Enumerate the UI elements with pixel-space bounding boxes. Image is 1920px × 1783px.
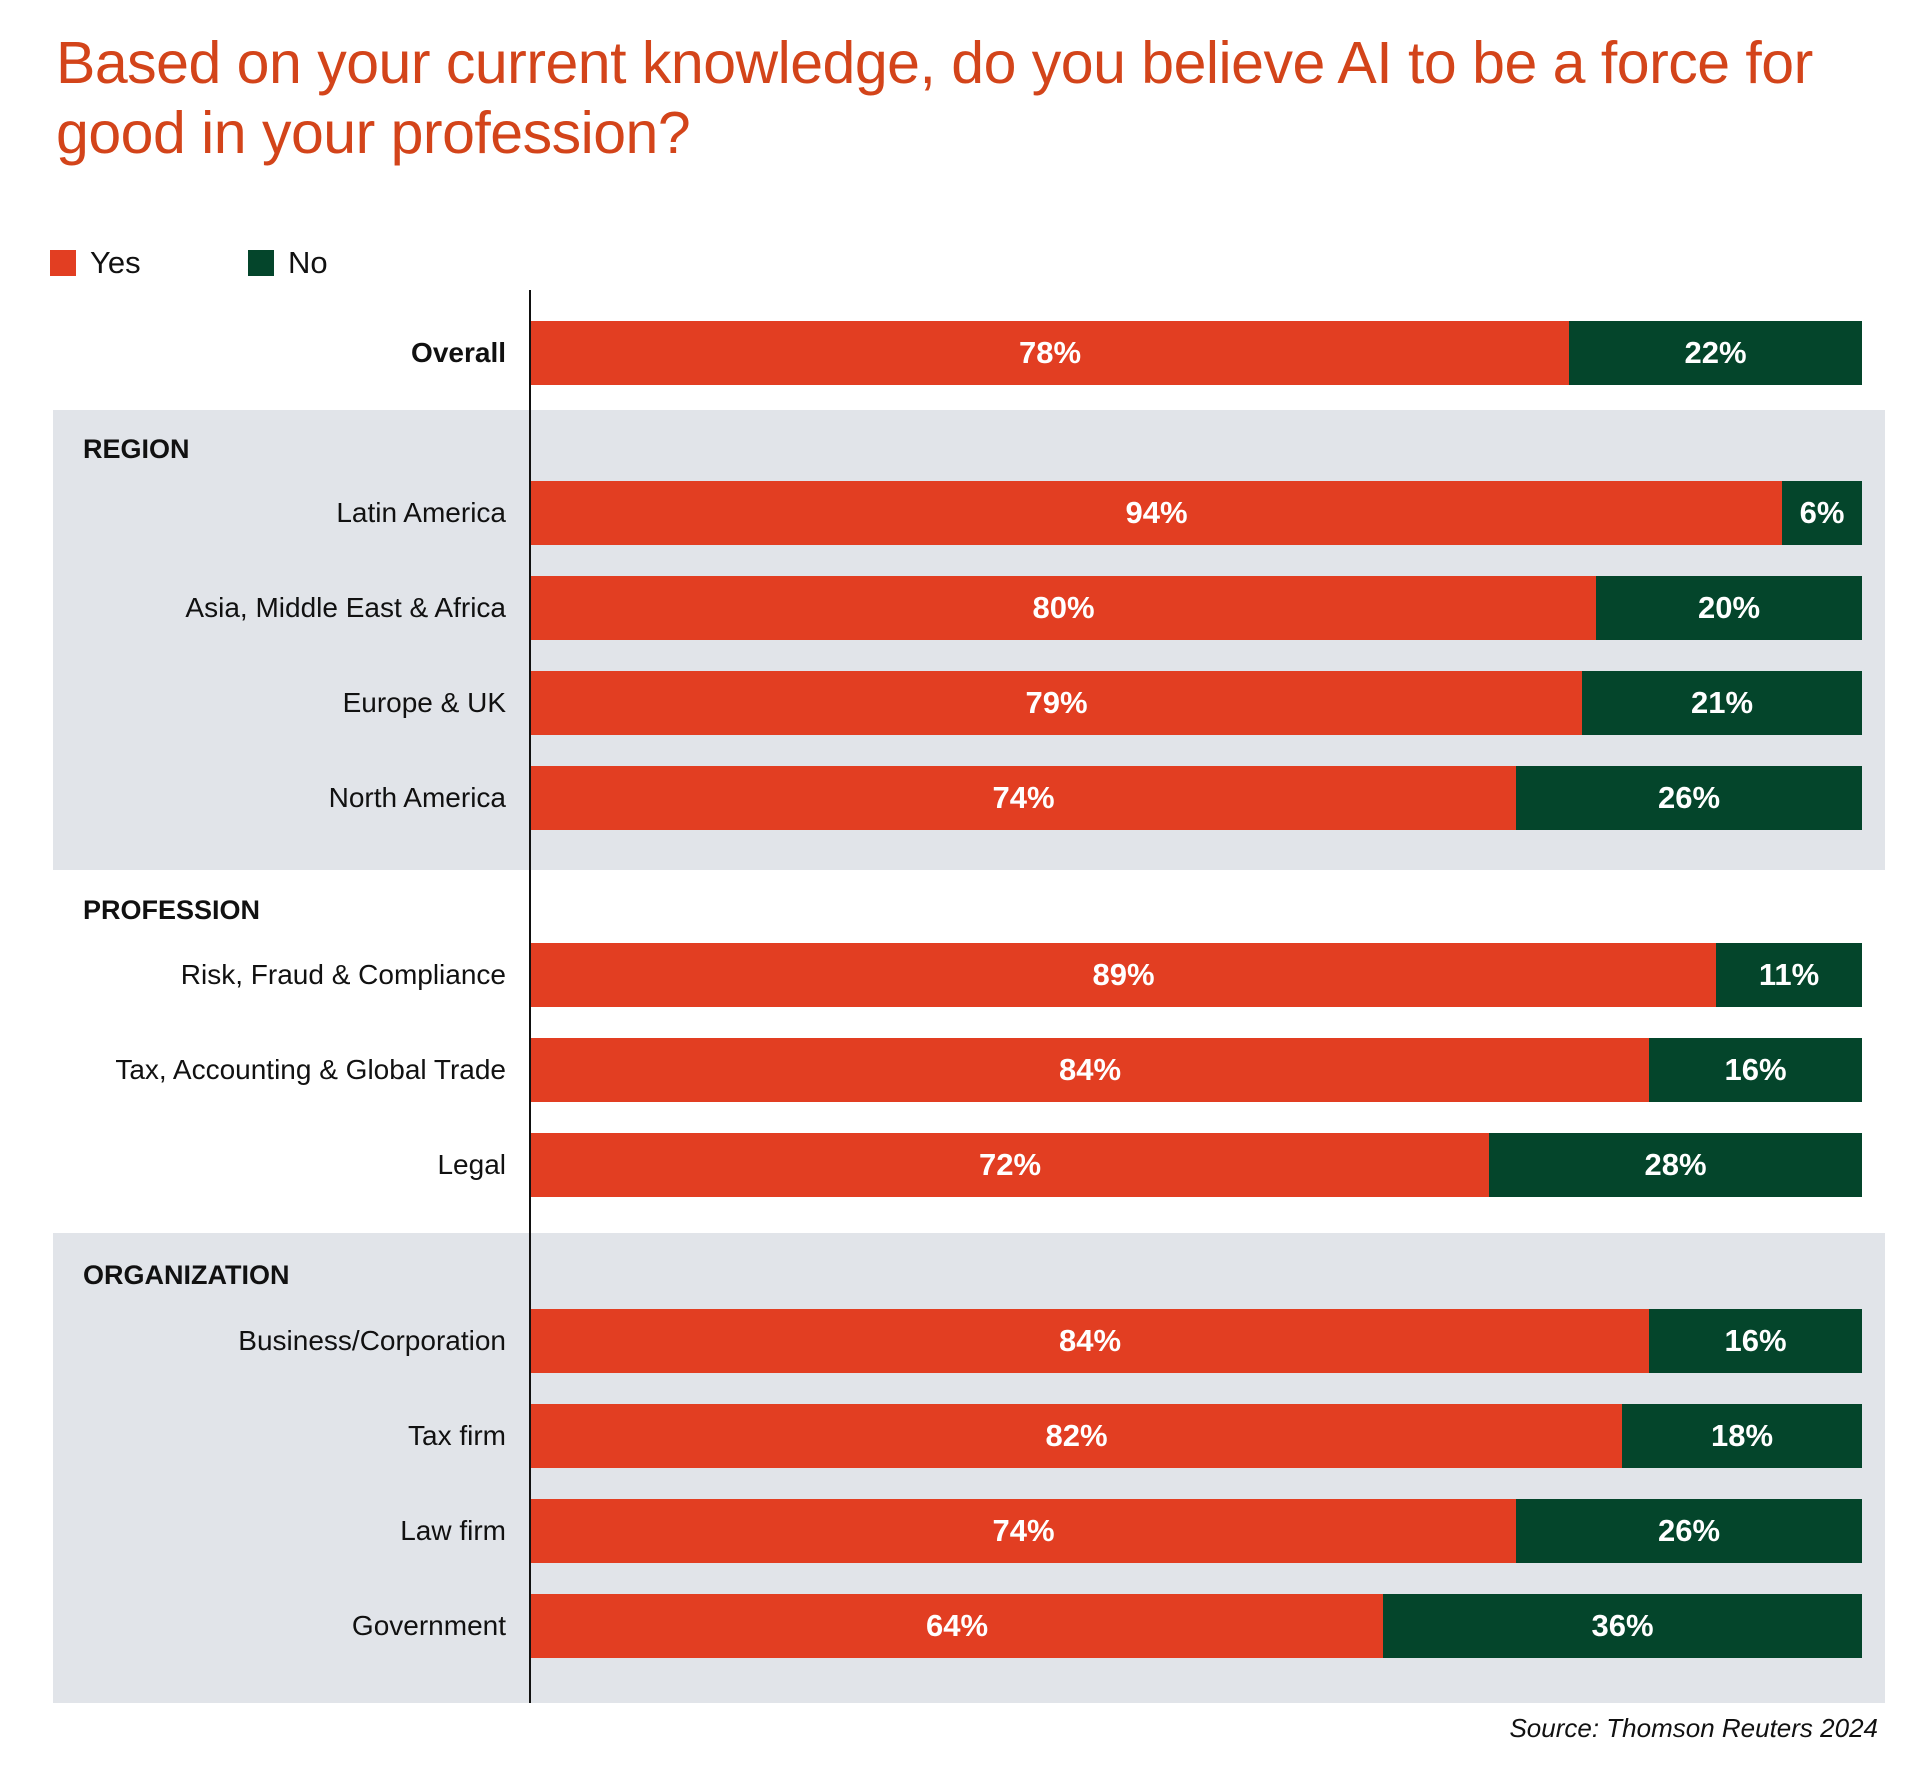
bar-yes-europe-uk — [531, 671, 1582, 735]
data-label-yes-risk-fraud-compliance: 89% — [1092, 957, 1155, 992]
category-label-north-america: North America — [328, 782, 506, 813]
category-label-tax-firm: Tax firm — [408, 1420, 506, 1451]
bar-no-tax-accounting-global-trade — [1649, 1038, 1862, 1102]
legend: Yes No — [50, 245, 650, 286]
bar-yes-legal — [531, 1133, 1489, 1197]
bar-yes-latin-america — [531, 481, 1782, 545]
data-label-no-europe-uk: 21% — [1690, 685, 1754, 720]
category-label-latin-america: Latin America — [336, 497, 506, 528]
bar-no-legal — [1489, 1133, 1862, 1197]
data-label-yes-legal: 72% — [978, 1147, 1042, 1182]
data-label-no-overall: 22% — [1684, 335, 1747, 370]
category-label-europe-uk: Europe & UK — [342, 687, 506, 718]
data-label-no-government: 36% — [1591, 1608, 1654, 1643]
category-label-asia-middle-east-africa: Asia, Middle East & Africa — [185, 592, 506, 623]
data-label-yes-tax-accounting-global-trade: 84% — [1058, 1052, 1122, 1087]
legend-label-no: No — [288, 245, 328, 280]
legend-item-no: No — [248, 245, 328, 280]
bar-no-europe-uk — [1582, 671, 1862, 735]
data-label-yes-latin-america: 94% — [1125, 495, 1188, 530]
category-label-overall: Overall — [411, 337, 506, 368]
group-label-organization: ORGANIZATION — [83, 1260, 290, 1290]
bar-no-north-america — [1516, 766, 1862, 830]
data-label-no-asia-middle-east-africa: 20% — [1697, 590, 1761, 625]
data-label-yes-north-america: 74% — [992, 780, 1055, 815]
bar-no-law-firm — [1516, 1499, 1862, 1563]
source-note: Source: Thomson Reuters 2024 — [1509, 1713, 1878, 1743]
bar-no-tax-firm — [1622, 1404, 1862, 1468]
bar-yes-law-firm — [531, 1499, 1516, 1563]
data-label-yes-overall: 78% — [1018, 335, 1082, 370]
bar-no-asia-middle-east-africa — [1596, 576, 1862, 640]
data-label-yes-law-firm: 74% — [992, 1513, 1055, 1548]
data-label-no-tax-accounting-global-trade: 16% — [1724, 1052, 1787, 1087]
bar-yes-government — [531, 1594, 1383, 1658]
data-label-no-risk-fraud-compliance: 11% — [1758, 957, 1820, 992]
category-label-tax-accounting-global-trade: Tax, Accounting & Global Trade — [115, 1054, 506, 1085]
data-label-no-legal: 28% — [1644, 1147, 1707, 1182]
data-label-yes-asia-middle-east-africa: 80% — [1032, 590, 1095, 625]
data-label-no-latin-america: 6% — [1799, 495, 1845, 530]
bar-no-latin-america — [1782, 481, 1862, 545]
data-label-yes-business-corporation: 84% — [1058, 1323, 1122, 1358]
category-label-legal: Legal — [437, 1149, 506, 1180]
category-label-government: Government — [351, 1610, 506, 1641]
group-label-profession: PROFESSION — [83, 895, 261, 925]
chart-title: Based on your current knowledge, do you … — [56, 30, 1813, 166]
bar-yes-overall — [531, 321, 1569, 385]
data-label-no-law-firm: 26% — [1657, 1513, 1721, 1548]
bar-no-government — [1383, 1594, 1862, 1658]
category-axis-line — [529, 290, 531, 1703]
data-label-no-tax-firm: 18% — [1710, 1418, 1774, 1453]
data-label-no-business-corporation: 16% — [1724, 1323, 1787, 1358]
bar-no-risk-fraud-compliance — [1716, 943, 1862, 1007]
legend-swatch-no — [248, 250, 274, 276]
category-label-risk-fraud-compliance: Risk, Fraud & Compliance — [180, 959, 506, 990]
group-label-region: REGION — [83, 434, 190, 464]
legend-item-yes: Yes — [50, 245, 141, 280]
legend-swatch-yes — [50, 250, 76, 276]
data-label-yes-europe-uk: 79% — [1025, 685, 1088, 720]
bar-yes-business-corporation — [531, 1309, 1649, 1373]
bar-yes-asia-middle-east-africa — [531, 576, 1596, 640]
bar-yes-north-america — [531, 766, 1516, 830]
bar-no-business-corporation — [1649, 1309, 1862, 1373]
data-label-yes-government: 64% — [925, 1608, 989, 1643]
legend-label-yes: Yes — [90, 245, 141, 280]
category-label-law-firm: Law firm — [400, 1515, 506, 1546]
bar-yes-risk-fraud-compliance — [531, 943, 1716, 1007]
bar-yes-tax-firm — [531, 1404, 1622, 1468]
bar-yes-tax-accounting-global-trade — [531, 1038, 1649, 1102]
bar-no-overall — [1569, 321, 1862, 385]
data-label-no-north-america: 26% — [1657, 780, 1721, 815]
data-label-yes-tax-firm: 82% — [1045, 1418, 1108, 1453]
category-label-business-corporation: Business/Corporation — [238, 1325, 506, 1356]
